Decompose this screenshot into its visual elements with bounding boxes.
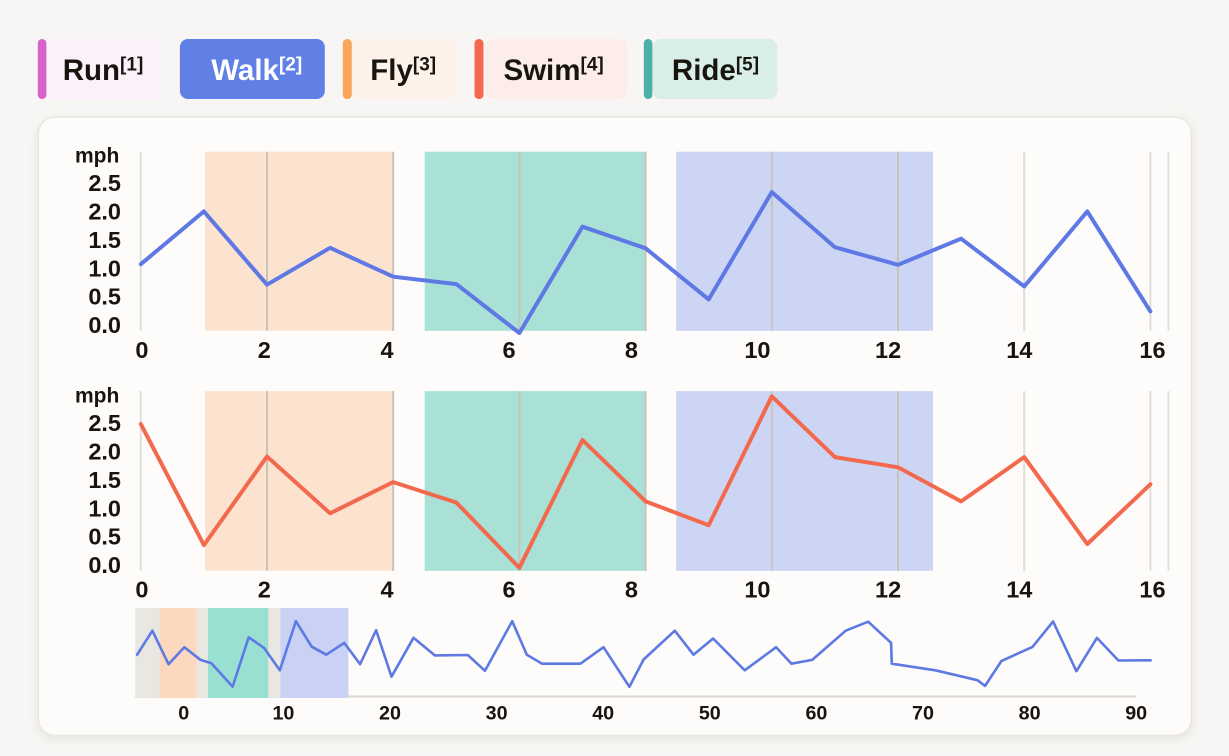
svg-text:6: 6 — [503, 577, 516, 603]
svg-text:1.0: 1.0 — [88, 255, 121, 281]
svg-text:1.5: 1.5 — [88, 467, 121, 493]
svg-text:90: 90 — [1125, 703, 1147, 725]
svg-text:6: 6 — [503, 337, 516, 363]
svg-text:40: 40 — [592, 703, 614, 725]
svg-text:1.5: 1.5 — [88, 227, 121, 253]
svg-text:16: 16 — [1139, 337, 1165, 363]
svg-text:2.0: 2.0 — [88, 439, 121, 465]
svg-text:8: 8 — [625, 337, 638, 363]
svg-text:mph: mph — [75, 385, 119, 408]
svg-text:0: 0 — [135, 577, 148, 603]
svg-text:80: 80 — [1019, 703, 1041, 725]
svg-text:10: 10 — [744, 577, 770, 603]
svg-text:60: 60 — [805, 703, 827, 725]
svg-text:0.0: 0.0 — [88, 312, 121, 338]
svg-text:2.5: 2.5 — [88, 170, 121, 196]
svg-text:0: 0 — [135, 337, 148, 363]
svg-text:12: 12 — [875, 577, 901, 603]
svg-text:70: 70 — [912, 703, 934, 725]
svg-text:mph: mph — [75, 145, 119, 168]
svg-text:2.5: 2.5 — [88, 410, 121, 436]
svg-text:14: 14 — [1006, 577, 1032, 603]
svg-text:4: 4 — [380, 577, 393, 603]
svg-text:30: 30 — [486, 703, 508, 725]
svg-text:0.5: 0.5 — [88, 284, 121, 310]
svg-text:2.0: 2.0 — [88, 199, 121, 225]
svg-text:Fly[3]: Fly[3] — [370, 54, 436, 87]
svg-text:2: 2 — [258, 337, 271, 363]
svg-text:1.0: 1.0 — [88, 495, 121, 521]
svg-text:0.5: 0.5 — [88, 524, 121, 550]
svg-text:10: 10 — [272, 703, 294, 725]
svg-text:2: 2 — [258, 577, 271, 603]
svg-text:Ride[5]: Ride[5] — [672, 54, 759, 87]
svg-text:20: 20 — [379, 703, 401, 725]
svg-text:4: 4 — [380, 337, 393, 363]
svg-text:8: 8 — [625, 577, 638, 603]
svg-text:12: 12 — [875, 337, 901, 363]
svg-text:0.0: 0.0 — [88, 552, 121, 578]
svg-text:10: 10 — [744, 337, 770, 363]
svg-text:14: 14 — [1006, 337, 1032, 363]
svg-text:16: 16 — [1139, 577, 1165, 603]
svg-text:0: 0 — [178, 703, 189, 725]
svg-text:50: 50 — [699, 703, 721, 725]
